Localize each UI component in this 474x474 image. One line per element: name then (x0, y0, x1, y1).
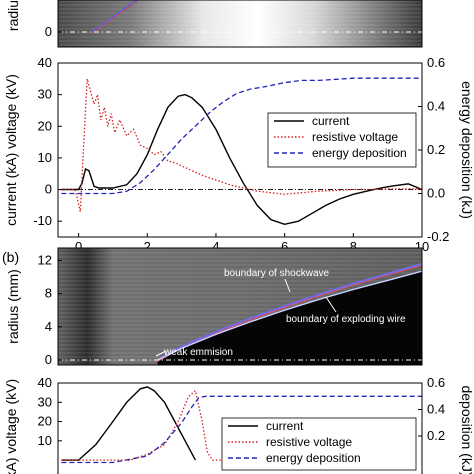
a-main-series-current (61, 93, 422, 226)
b-main-series-resistive-voltage (61, 389, 223, 461)
b-main-ytick-label: 20 (38, 414, 52, 429)
b-main-y2label: deposition (kJ) (459, 385, 474, 474)
b-streak-wire-line (157, 270, 422, 361)
a-main-y2tick-label: 0.6 (427, 55, 445, 70)
a-main-legend-label: resistive voltage (312, 130, 398, 144)
a-main-ylabel: current (kA) voltage (kV) (3, 74, 19, 226)
a-main-y2tick-label: 0.4 (427, 99, 445, 114)
a-main-xtick-label: 2 (144, 239, 151, 254)
b-annotation-weak-emission: weak emmision (163, 347, 233, 358)
b-streak-ytick-label: 4 (45, 319, 52, 334)
b-main-y2tick-label: 0.2 (427, 428, 445, 443)
b-annotation-weak-emission-arrow (155, 350, 167, 357)
b-streak-dark-region (157, 271, 422, 365)
a-main-xtick-label: 8 (350, 239, 357, 254)
a-main-ytick-label: 30 (38, 87, 52, 102)
b-main-legend-label: resistive voltage (266, 435, 352, 449)
b-main-ylabel: (kA) voltage (kV) (3, 379, 19, 474)
plot-b: 10 20 30 40 0.2 0.4 0.6 (kA) voltage (kV) deposi… (3, 375, 474, 474)
a-main-legend-box (267, 112, 417, 168)
a-main-y2label: energy deposition (kJ) (459, 81, 474, 219)
streak-image-b: boundary of shockwave boundary of explodi… (57, 247, 423, 366)
b-main-y2tick-label: 0.4 (427, 402, 445, 417)
b-streak-shockwave-line (157, 262, 422, 361)
b-main-ytick-label: 10 (38, 433, 52, 448)
b-main-y2tick-label: 0.6 (427, 375, 445, 390)
b-streak-ytick-label: 8 (45, 286, 52, 301)
b-main-series-energy-deposition (61, 395, 422, 464)
a-streak-ytick-label: 0 (45, 24, 52, 39)
a-main-xtick-label: 0 (75, 239, 82, 254)
streak-image-a-frame (57, 0, 423, 48)
a-main-ytick-label: 40 (38, 55, 52, 70)
plot-b-frame (57, 382, 423, 474)
b-panel-label: (b) (2, 249, 19, 265)
b-main-ytick-label: 30 (38, 394, 52, 409)
a-main-legend-label: current (312, 114, 350, 128)
a-main-xtick-label: 4 (212, 239, 219, 254)
plot-a: -10010203040-0.20.00.20.40.60246810time … (3, 55, 474, 261)
streak-image-b-frame (57, 247, 423, 366)
a-streak-boundary-edge (92, 0, 138, 34)
a-main-y2tick-label: 0.0 (427, 186, 445, 201)
streak-image-a-texture (58, 0, 422, 47)
b-streak-ytick-label: 12 (38, 252, 52, 267)
b-annotation-shockwave-arrow (284, 278, 291, 293)
a-main-ytick-label: 10 (38, 150, 52, 165)
streak-image-a (57, 0, 423, 48)
a-main-series-resistive-voltage (61, 78, 422, 212)
a-main-xtick-label: 6 (281, 239, 288, 254)
b-streak-ylabel: radius (mm) (5, 269, 21, 344)
a-streak-boundary (91, 0, 138, 33)
b-annotation-wire: boundary of exploding wire (286, 314, 406, 325)
b-main-ytick-label: 40 (38, 375, 52, 390)
a-main-ytick-label: 0 (45, 182, 52, 197)
b-main-legend-label: current (266, 419, 304, 433)
a-main-legend-label: energy deposition (312, 146, 407, 160)
b-main-legend-label: energy deposition (266, 451, 361, 465)
a-main-y2tick-label: -0.2 (427, 229, 449, 244)
b-annotation-wire-arrow (325, 296, 337, 313)
a-main-ytick-label: -10 (33, 213, 52, 228)
a-main-ytick-label: 20 (38, 118, 52, 133)
b-streak-ytick-label: 0 (45, 352, 52, 367)
a-main-y2tick-label: 0.2 (427, 142, 445, 157)
b-annotation-shockwave: boundary of shockwave (224, 268, 330, 279)
a-streak-ylabel: radius (5, 0, 21, 31)
